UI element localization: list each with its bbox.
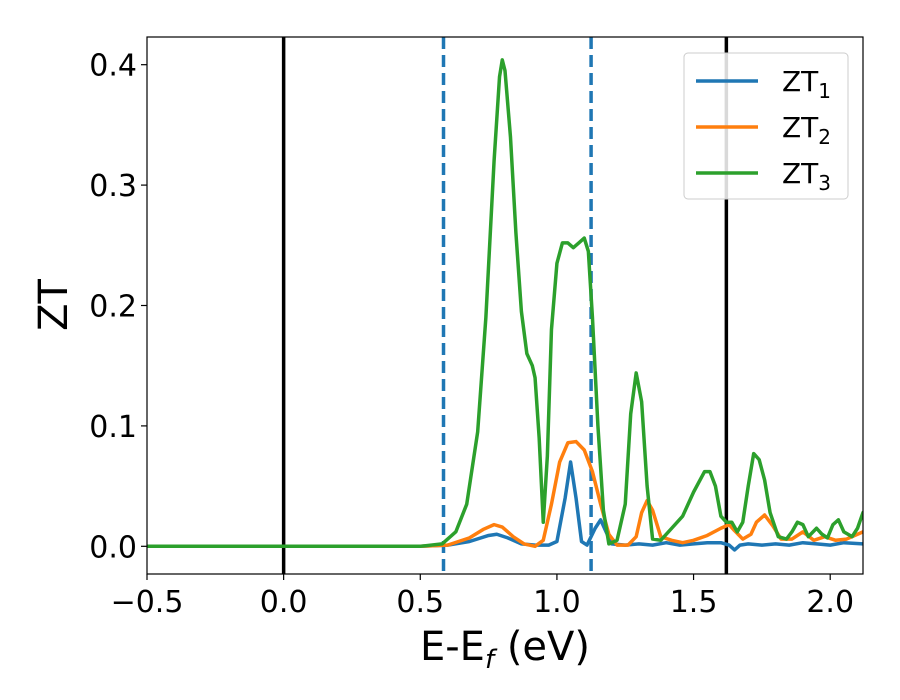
x-tick-label: 2.0 (806, 585, 854, 620)
y-tick-label: 0.3 (89, 169, 137, 204)
series-layer (147, 58, 863, 552)
y-tick-label: 0.2 (89, 290, 137, 325)
x-tick-label: 1.0 (533, 585, 581, 620)
x-axis-title: E-Ef (eV) (420, 624, 590, 675)
x-tick-label: −0.5 (111, 585, 184, 620)
y-axis-ticks: 0.0 0.1 0.2 0.3 0.4 (89, 49, 147, 565)
x-axis-title-main: E-E (420, 624, 485, 670)
legend-label-zt2: ZT2 (782, 111, 831, 149)
x-tick-label: 0.0 (260, 585, 308, 620)
legend-frame (683, 52, 849, 200)
y-tick-label: 0.0 (89, 530, 137, 565)
legend-label-zt1: ZT1 (782, 65, 831, 103)
series-line-zt3 (147, 58, 863, 549)
x-tick-label: 0.5 (396, 585, 444, 620)
x-axis-title-unit: (eV) (494, 624, 590, 670)
y-tick-label: 0.1 (89, 410, 137, 445)
legend: ZT1 ZT2 ZT3 (683, 52, 849, 200)
y-axis-title: ZT (31, 279, 77, 331)
x-tick-label: 1.5 (670, 585, 718, 620)
legend-label-zt3: ZT3 (782, 157, 831, 195)
x-axis-ticks: −0.5 0.0 0.5 1.0 1.5 2.0 (111, 574, 854, 620)
y-tick-label: 0.4 (89, 49, 137, 84)
